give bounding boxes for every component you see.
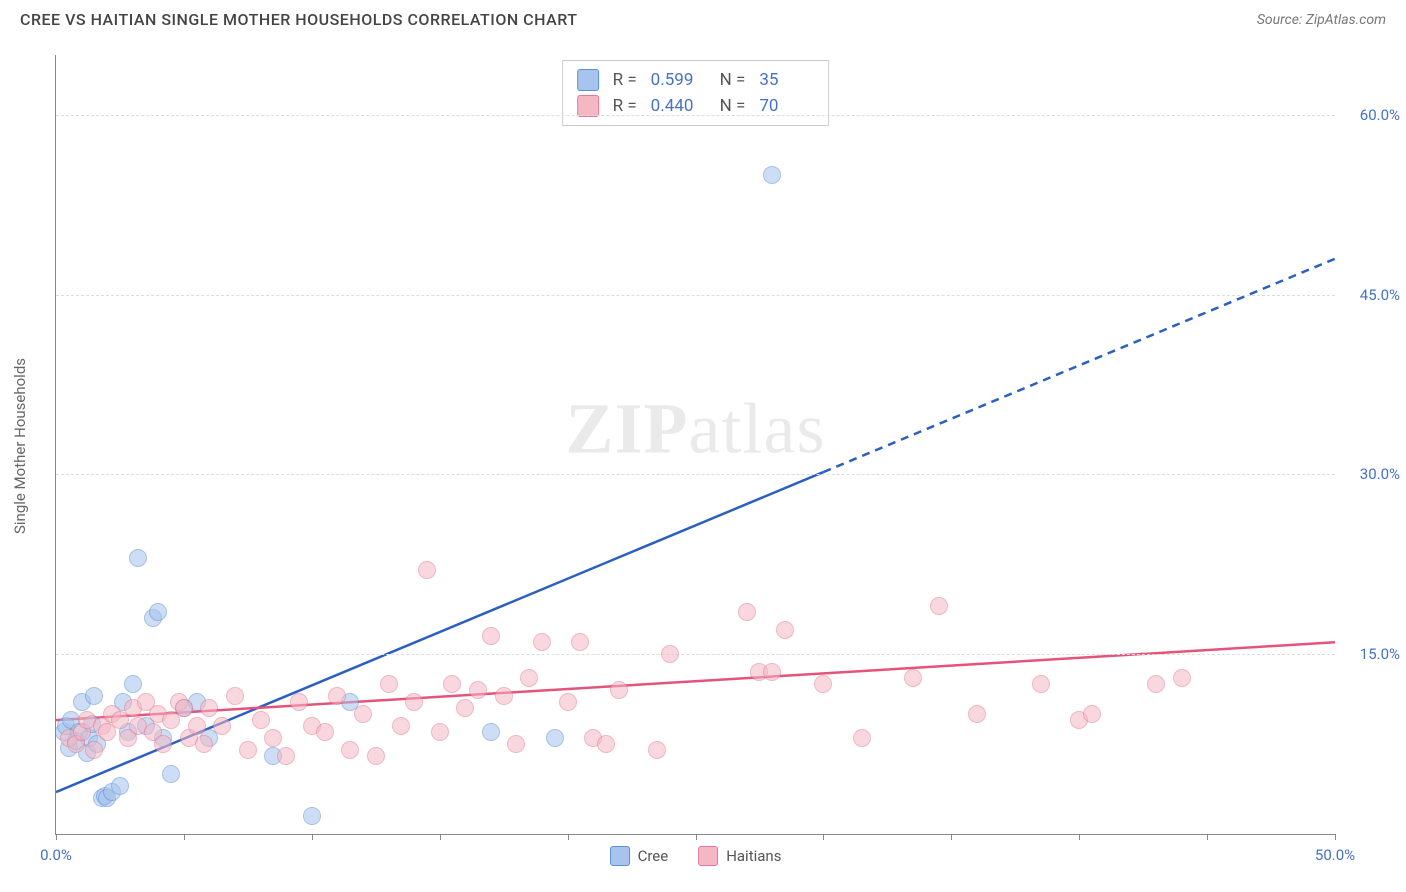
scatter-point-haitians bbox=[597, 735, 615, 753]
watermark-text: ZIPatlas bbox=[566, 387, 826, 470]
scatter-point-haitians bbox=[648, 741, 666, 759]
regression-lines bbox=[56, 55, 1335, 834]
y-axis-label: Single Mother Households bbox=[11, 358, 29, 534]
scatter-point-haitians bbox=[930, 597, 948, 615]
scatter-point-haitians bbox=[520, 669, 538, 687]
scatter-point-haitians bbox=[533, 633, 551, 651]
scatter-point-cree bbox=[763, 166, 781, 184]
scatter-point-haitians bbox=[1147, 675, 1165, 693]
x-tick bbox=[312, 834, 313, 840]
scatter-point-haitians bbox=[443, 675, 461, 693]
x-tick-label: 50.0% bbox=[1315, 846, 1355, 864]
scatter-point-haitians bbox=[507, 735, 525, 753]
x-tick bbox=[1079, 834, 1080, 840]
scatter-point-haitians bbox=[814, 675, 832, 693]
scatter-point-haitians bbox=[456, 699, 474, 717]
scatter-point-haitians bbox=[418, 561, 436, 579]
x-tick bbox=[56, 834, 57, 840]
gridline bbox=[56, 474, 1335, 475]
scatter-point-haitians bbox=[239, 741, 257, 759]
legend-swatch-haitians bbox=[698, 846, 718, 866]
x-tick bbox=[1207, 834, 1208, 840]
x-tick-label: 0.0% bbox=[40, 846, 72, 864]
scatter-point-haitians bbox=[469, 681, 487, 699]
scatter-point-haitians bbox=[226, 687, 244, 705]
scatter-point-haitians bbox=[738, 603, 756, 621]
y-tick-label: 15.0% bbox=[1360, 645, 1400, 663]
scatter-point-haitians bbox=[380, 675, 398, 693]
x-tick bbox=[440, 834, 441, 840]
scatter-point-haitians bbox=[431, 723, 449, 741]
x-tick bbox=[568, 834, 569, 840]
y-tick-label: 45.0% bbox=[1360, 286, 1400, 304]
stat-row-cree: R = 0.599 N = 35 bbox=[577, 67, 815, 93]
scatter-point-haitians bbox=[200, 699, 218, 717]
y-tick-label: 60.0% bbox=[1360, 106, 1400, 124]
scatter-point-haitians bbox=[195, 735, 213, 753]
correlation-stats-box: R = 0.599 N = 35 R = 0.440 N = 70 bbox=[562, 60, 830, 126]
x-tick bbox=[184, 834, 185, 840]
scatter-point-haitians bbox=[341, 741, 359, 759]
scatter-point-haitians bbox=[252, 711, 270, 729]
scatter-point-haitians bbox=[354, 705, 372, 723]
scatter-point-cree bbox=[111, 777, 129, 795]
x-tick bbox=[1335, 834, 1336, 840]
source-attribution: Source: ZipAtlas.com bbox=[1257, 12, 1386, 28]
scatter-point-haitians bbox=[290, 693, 308, 711]
scatter-point-haitians bbox=[853, 729, 871, 747]
scatter-point-haitians bbox=[154, 735, 172, 753]
scatter-point-cree bbox=[482, 723, 500, 741]
scatter-point-haitians bbox=[495, 687, 513, 705]
scatter-point-haitians bbox=[559, 693, 577, 711]
scatter-point-haitians bbox=[188, 717, 206, 735]
legend-swatch-cree bbox=[610, 846, 630, 866]
scatter-point-cree bbox=[124, 675, 142, 693]
scatter-chart: ZIPatlas R = 0.599 N = 35 R = 0.440 N = … bbox=[55, 55, 1335, 835]
scatter-point-haitians bbox=[968, 705, 986, 723]
scatter-point-haitians bbox=[904, 669, 922, 687]
scatter-point-cree bbox=[162, 765, 180, 783]
scatter-point-haitians bbox=[776, 621, 794, 639]
scatter-point-haitians bbox=[175, 699, 193, 717]
scatter-point-cree bbox=[85, 687, 103, 705]
scatter-point-haitians bbox=[316, 723, 334, 741]
scatter-point-haitians bbox=[405, 693, 423, 711]
scatter-point-haitians bbox=[264, 729, 282, 747]
scatter-point-haitians bbox=[213, 717, 231, 735]
scatter-point-haitians bbox=[1083, 705, 1101, 723]
gridline bbox=[56, 295, 1335, 296]
swatch-haitians bbox=[577, 95, 599, 117]
legend-item-haitians: Haitians bbox=[698, 846, 781, 866]
legend-item-cree: Cree bbox=[610, 846, 669, 866]
scatter-point-haitians bbox=[1173, 669, 1191, 687]
scatter-point-cree bbox=[546, 729, 564, 747]
scatter-point-haitians bbox=[571, 633, 589, 651]
gridline bbox=[56, 115, 1335, 116]
scatter-point-haitians bbox=[328, 687, 346, 705]
scatter-point-haitians bbox=[661, 645, 679, 663]
scatter-point-cree bbox=[129, 549, 147, 567]
gridline bbox=[56, 654, 1335, 655]
x-tick bbox=[823, 834, 824, 840]
scatter-point-haitians bbox=[85, 741, 103, 759]
scatter-point-haitians bbox=[482, 627, 500, 645]
scatter-point-haitians bbox=[1032, 675, 1050, 693]
scatter-point-haitians bbox=[277, 747, 295, 765]
swatch-cree bbox=[577, 69, 599, 91]
scatter-point-haitians bbox=[763, 663, 781, 681]
scatter-point-cree bbox=[149, 603, 167, 621]
x-tick bbox=[696, 834, 697, 840]
scatter-point-cree bbox=[303, 807, 321, 825]
x-tick bbox=[951, 834, 952, 840]
series-legend: Cree Haitians bbox=[610, 846, 782, 866]
scatter-point-haitians bbox=[610, 681, 628, 699]
scatter-point-haitians bbox=[392, 717, 410, 735]
y-tick-label: 30.0% bbox=[1360, 465, 1400, 483]
scatter-point-haitians bbox=[367, 747, 385, 765]
chart-title: CREE VS HAITIAN SINGLE MOTHER HOUSEHOLDS… bbox=[20, 10, 578, 29]
